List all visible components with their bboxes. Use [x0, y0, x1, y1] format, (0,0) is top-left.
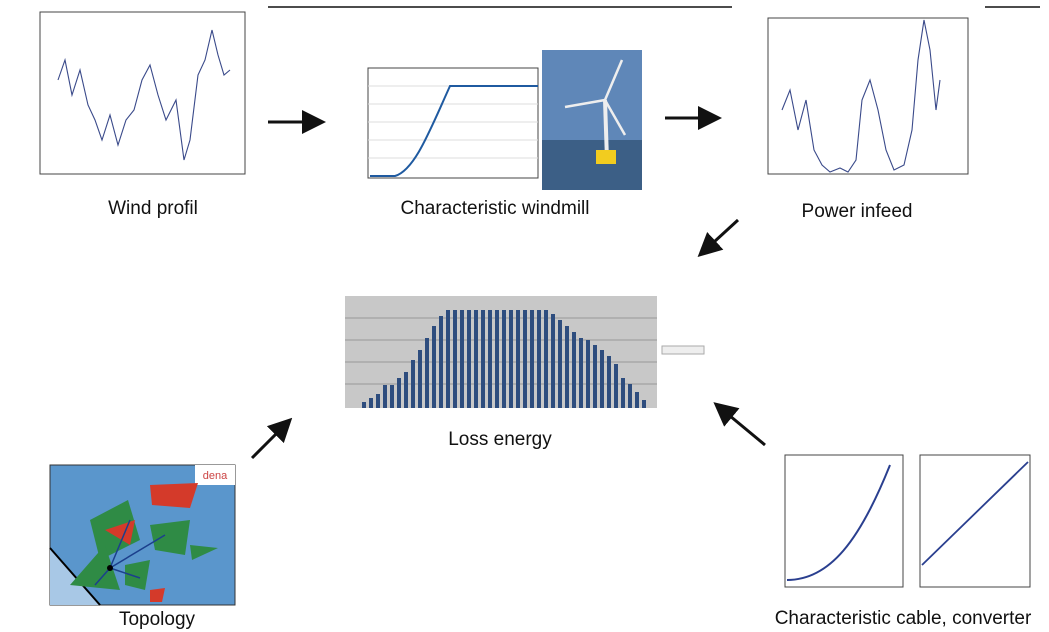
arrow	[250, 417, 293, 460]
loss-energy-thumb	[345, 296, 705, 408]
windmill-photo	[542, 50, 642, 190]
node-label: Power infeed	[802, 201, 913, 222]
node-label: Topology	[119, 609, 196, 630]
node-label: Characteristic cable, converter	[775, 608, 1032, 629]
power-infeed-thumb	[767, 17, 969, 175]
node-label: Loss energy	[448, 429, 552, 450]
node-label: Wind profil	[108, 198, 198, 219]
logo: dena	[203, 470, 228, 482]
wind-profile-thumb	[39, 11, 246, 175]
windmill-curve-thumb	[367, 67, 539, 179]
cable-converter-thumb	[784, 454, 1031, 588]
arrow	[697, 218, 740, 258]
node-label: Characteristic windmill	[401, 198, 590, 219]
arrow	[713, 402, 766, 447]
topology-thumb: dena	[49, 464, 236, 606]
